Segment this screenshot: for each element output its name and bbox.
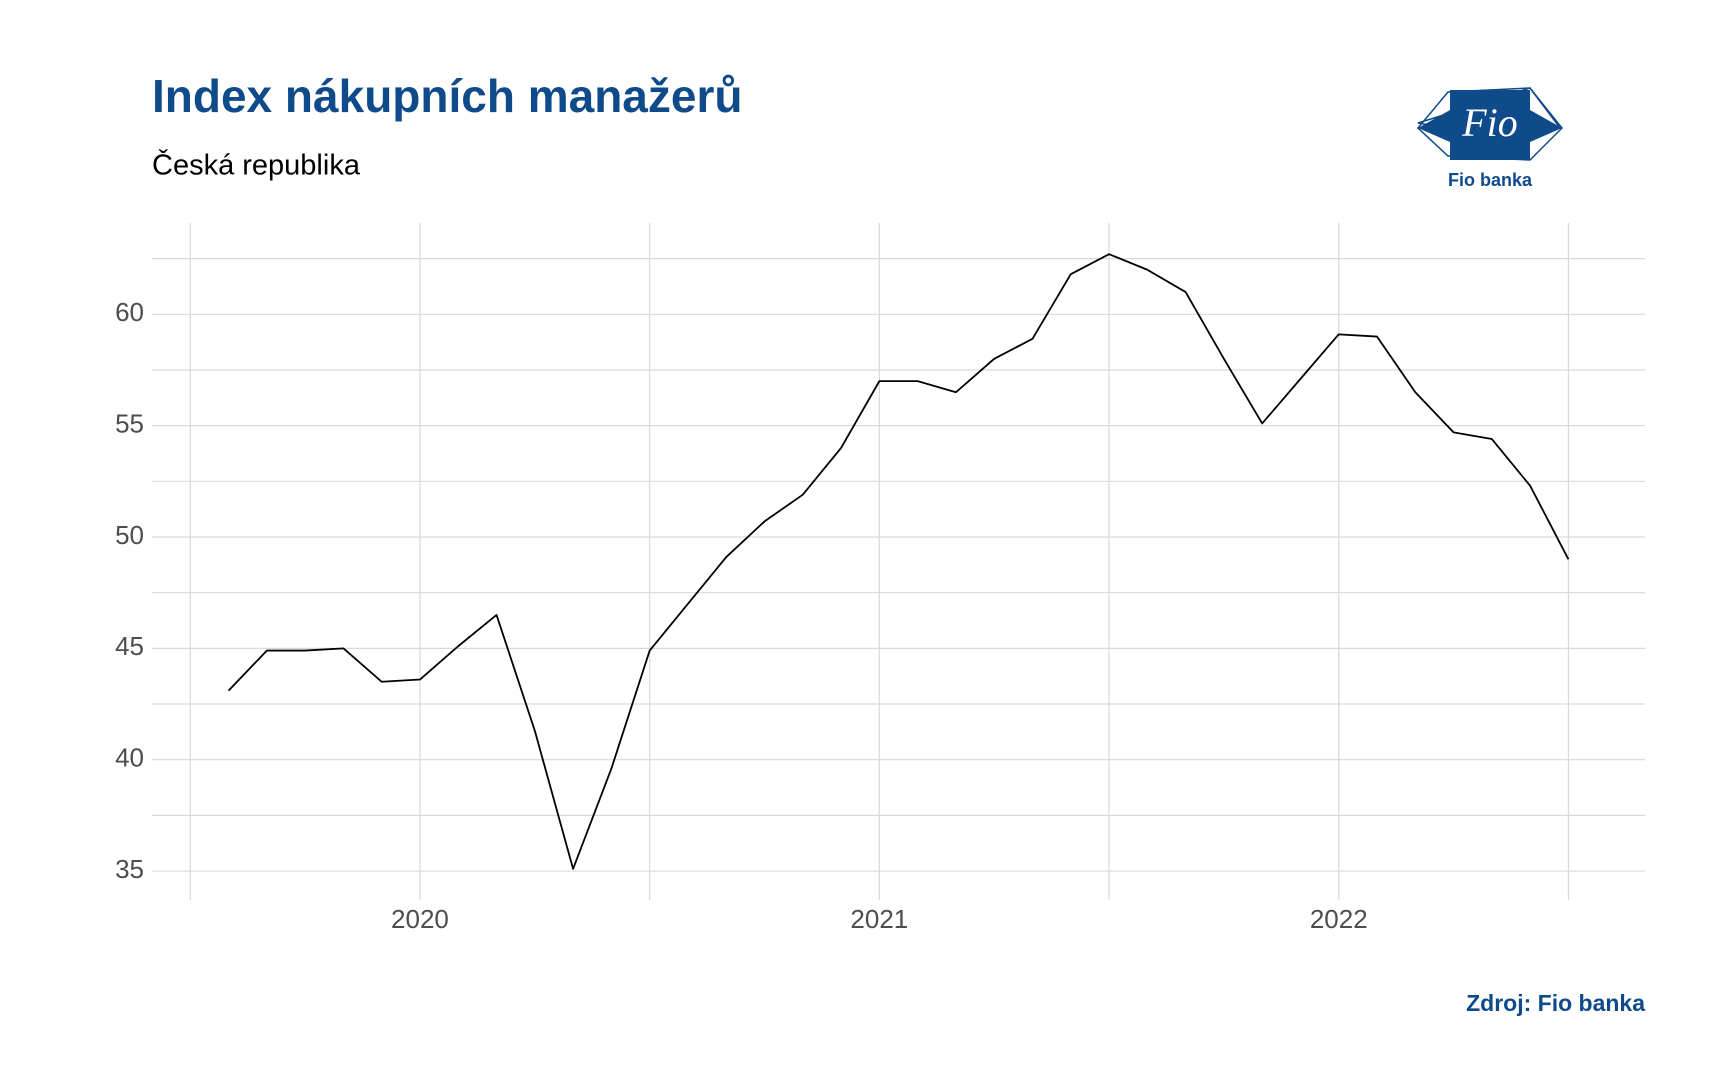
y-tick-label: 45 bbox=[115, 631, 144, 661]
y-tick-label: 40 bbox=[115, 743, 144, 773]
logo-flag bbox=[1418, 110, 1450, 142]
y-tick-label: 55 bbox=[115, 409, 144, 439]
x-tick-label: 2022 bbox=[1310, 904, 1368, 934]
y-tick-label: 50 bbox=[115, 520, 144, 550]
chart-subtitle: Česká republika bbox=[152, 148, 361, 182]
logo-mark: Fio bbox=[1461, 100, 1518, 145]
line bbox=[227, 253, 1570, 870]
logo: Fio Fio banka bbox=[1416, 87, 1564, 190]
logo-flag bbox=[1530, 110, 1562, 142]
x-tick-label: 2020 bbox=[391, 904, 449, 934]
logo-name: Fio banka bbox=[1448, 170, 1533, 190]
logo-flag bbox=[1450, 90, 1530, 160]
chart-title: Index nákupních manažerů bbox=[152, 70, 742, 122]
x-tick-label: 2021 bbox=[850, 904, 908, 934]
source: Zdroj: Fio banka bbox=[1466, 990, 1645, 1016]
y-tick-label: 60 bbox=[115, 297, 144, 327]
y-tick-label: 35 bbox=[115, 854, 144, 884]
